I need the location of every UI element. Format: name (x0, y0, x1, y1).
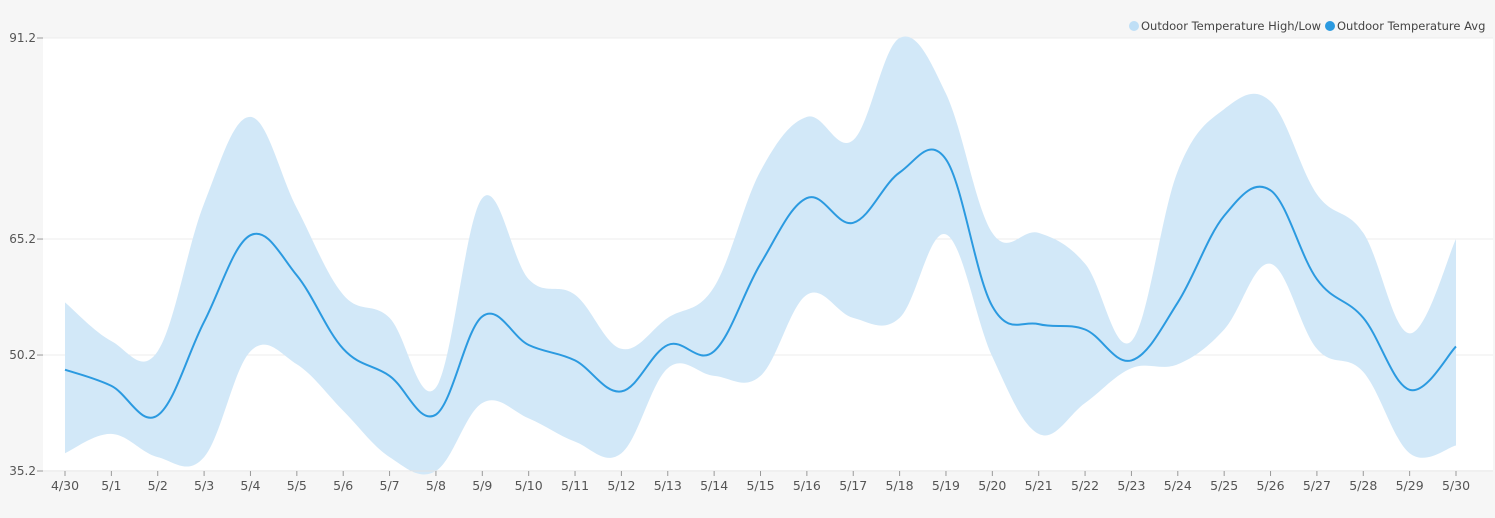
y-tick-label: 65.2 (9, 232, 36, 246)
legend-marker-avg (1325, 21, 1335, 31)
x-tick-label: 5/19 (932, 478, 960, 493)
x-tick-label: 5/16 (793, 478, 821, 493)
legend-marker-range (1129, 21, 1139, 31)
legend-label-avg: Outdoor Temperature Avg (1337, 19, 1485, 33)
x-tick-label: 5/26 (1256, 478, 1284, 493)
x-tick-label: 5/28 (1349, 478, 1377, 493)
x-tick-label: 5/9 (472, 478, 492, 493)
x-tick-label: 5/12 (607, 478, 635, 493)
x-tick-label: 5/25 (1210, 478, 1238, 493)
x-tick-label: 5/21 (1025, 478, 1053, 493)
y-axis: 35.2 50.2 65.2 91.2 (9, 31, 43, 478)
x-tick-label: 5/29 (1396, 478, 1424, 493)
legend-item-avg[interactable]: Outdoor Temperature Avg (1325, 19, 1485, 33)
x-tick-label: 5/24 (1164, 478, 1192, 493)
x-axis: 4/30 5/1 5/2 5/3 5/4 5/5 5/6 5/7 5/8 5/9 5/10 5/11 5… (43, 470, 1493, 493)
x-tick-label: 5/13 (654, 478, 682, 493)
legend-label-range: Outdoor Temperature High/Low (1141, 19, 1321, 33)
y-tick-label: 50.2 (9, 348, 36, 362)
legend-item-range[interactable]: Outdoor Temperature High/Low (1129, 19, 1321, 33)
x-tick-label: 5/18 (886, 478, 914, 493)
x-tick-label: 5/5 (287, 478, 307, 493)
x-tick-label: 5/22 (1071, 478, 1099, 493)
x-tick-label: 5/10 (515, 478, 543, 493)
x-tick-label: 5/14 (700, 478, 728, 493)
x-tick-label: 5/23 (1117, 478, 1145, 493)
x-tick-label: 5/20 (978, 478, 1006, 493)
x-tick-label: 5/4 (240, 478, 260, 493)
y-tick-label: 35.2 (9, 464, 36, 478)
x-tick-label: 5/17 (839, 478, 867, 493)
x-tick-label: 5/3 (194, 478, 214, 493)
x-tick-label: 5/27 (1303, 478, 1331, 493)
y-tick-label: 91.2 (9, 31, 36, 45)
x-tick-label: 5/6 (333, 478, 353, 493)
legend: Outdoor Temperature High/Low Outdoor Tem… (1129, 19, 1485, 33)
x-tick-label: 5/2 (148, 478, 168, 493)
x-tick-label: 5/30 (1442, 478, 1470, 493)
x-tick-label: 5/11 (561, 478, 589, 493)
x-tick-label: 5/8 (426, 478, 446, 493)
x-tick-label: 5/7 (380, 478, 400, 493)
range-area-layer (65, 36, 1456, 475)
avg-line-layer (64, 148, 1457, 419)
x-tick-label: 5/1 (101, 478, 121, 493)
avg-temperature-line (64, 148, 1457, 419)
x-tick-label: 4/30 (51, 478, 79, 493)
x-tick-label: 5/15 (746, 478, 774, 493)
high-low-range-area (65, 36, 1456, 475)
